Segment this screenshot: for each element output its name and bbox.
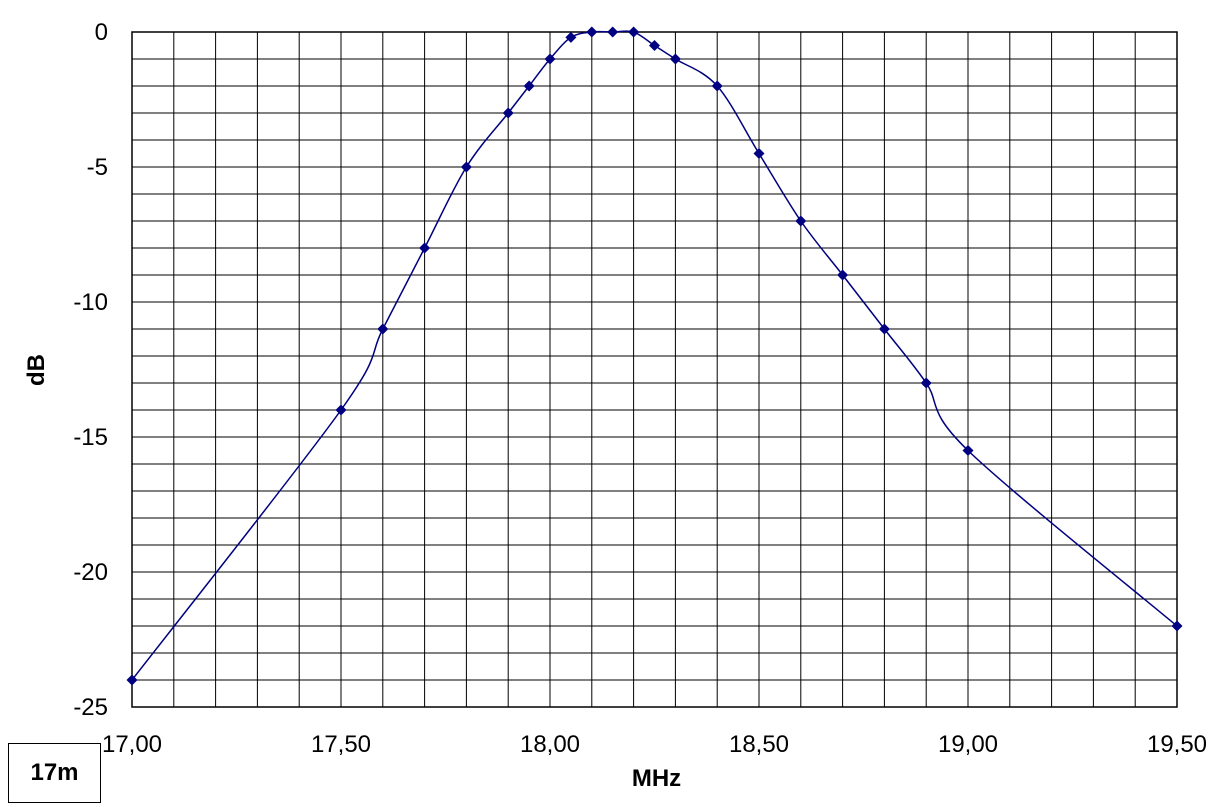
x-axis-title: MHz: [632, 765, 681, 792]
data-point-marker: [607, 26, 619, 38]
y-axis-title: dB: [23, 354, 50, 386]
data-point-marker: [544, 53, 556, 65]
y-tick-label: 0: [95, 19, 108, 46]
data-point-marker: [837, 269, 849, 281]
data-point-marker: [795, 215, 807, 227]
data-point-marker: [586, 26, 598, 38]
data-point-marker: [565, 31, 577, 43]
data-point-marker: [920, 377, 932, 389]
y-tick-label: -15: [73, 424, 108, 451]
y-axis-ticks: 0 -5 -10 -15 -20 -25: [73, 19, 108, 721]
data-point-marker: [460, 161, 472, 173]
band-label-box: 17m: [8, 743, 101, 803]
y-tick-label: -25: [73, 694, 108, 721]
data-point-marker: [962, 445, 974, 456]
data-point-marker: [126, 674, 138, 686]
x-tick-label: 18,00: [520, 731, 580, 758]
data-point-marker: [523, 80, 535, 92]
x-tick-label: 17,00: [102, 731, 162, 758]
data-point-marker: [669, 53, 681, 65]
x-tick-label: 19,00: [938, 731, 998, 758]
data-point-marker: [377, 323, 389, 335]
data-point-marker: [711, 80, 723, 92]
data-point-marker: [649, 40, 660, 51]
x-tick-label: 18,50: [729, 731, 789, 758]
data-point-marker: [878, 323, 890, 335]
x-tick-label: 19,50: [1147, 731, 1207, 758]
plot-area-frame: [131, 31, 1178, 708]
data-point-marker: [502, 107, 514, 119]
data-point-marker: [753, 148, 765, 159]
data-point-marker: [419, 242, 431, 254]
y-tick-label: -5: [87, 154, 108, 181]
data-point-marker: [1171, 620, 1183, 632]
data-markers: [126, 26, 1183, 686]
grid-lines: [131, 31, 1178, 708]
data-point-marker: [335, 404, 347, 416]
band-label: 17m: [30, 759, 79, 786]
data-point-marker: [628, 26, 640, 38]
y-tick-label: -10: [73, 289, 108, 316]
x-axis-ticks: 17,00 17,50 18,00 18,50 19,00 19,50: [102, 731, 1207, 758]
x-tick-label: 17,50: [311, 731, 371, 758]
y-tick-label: -20: [73, 559, 108, 586]
